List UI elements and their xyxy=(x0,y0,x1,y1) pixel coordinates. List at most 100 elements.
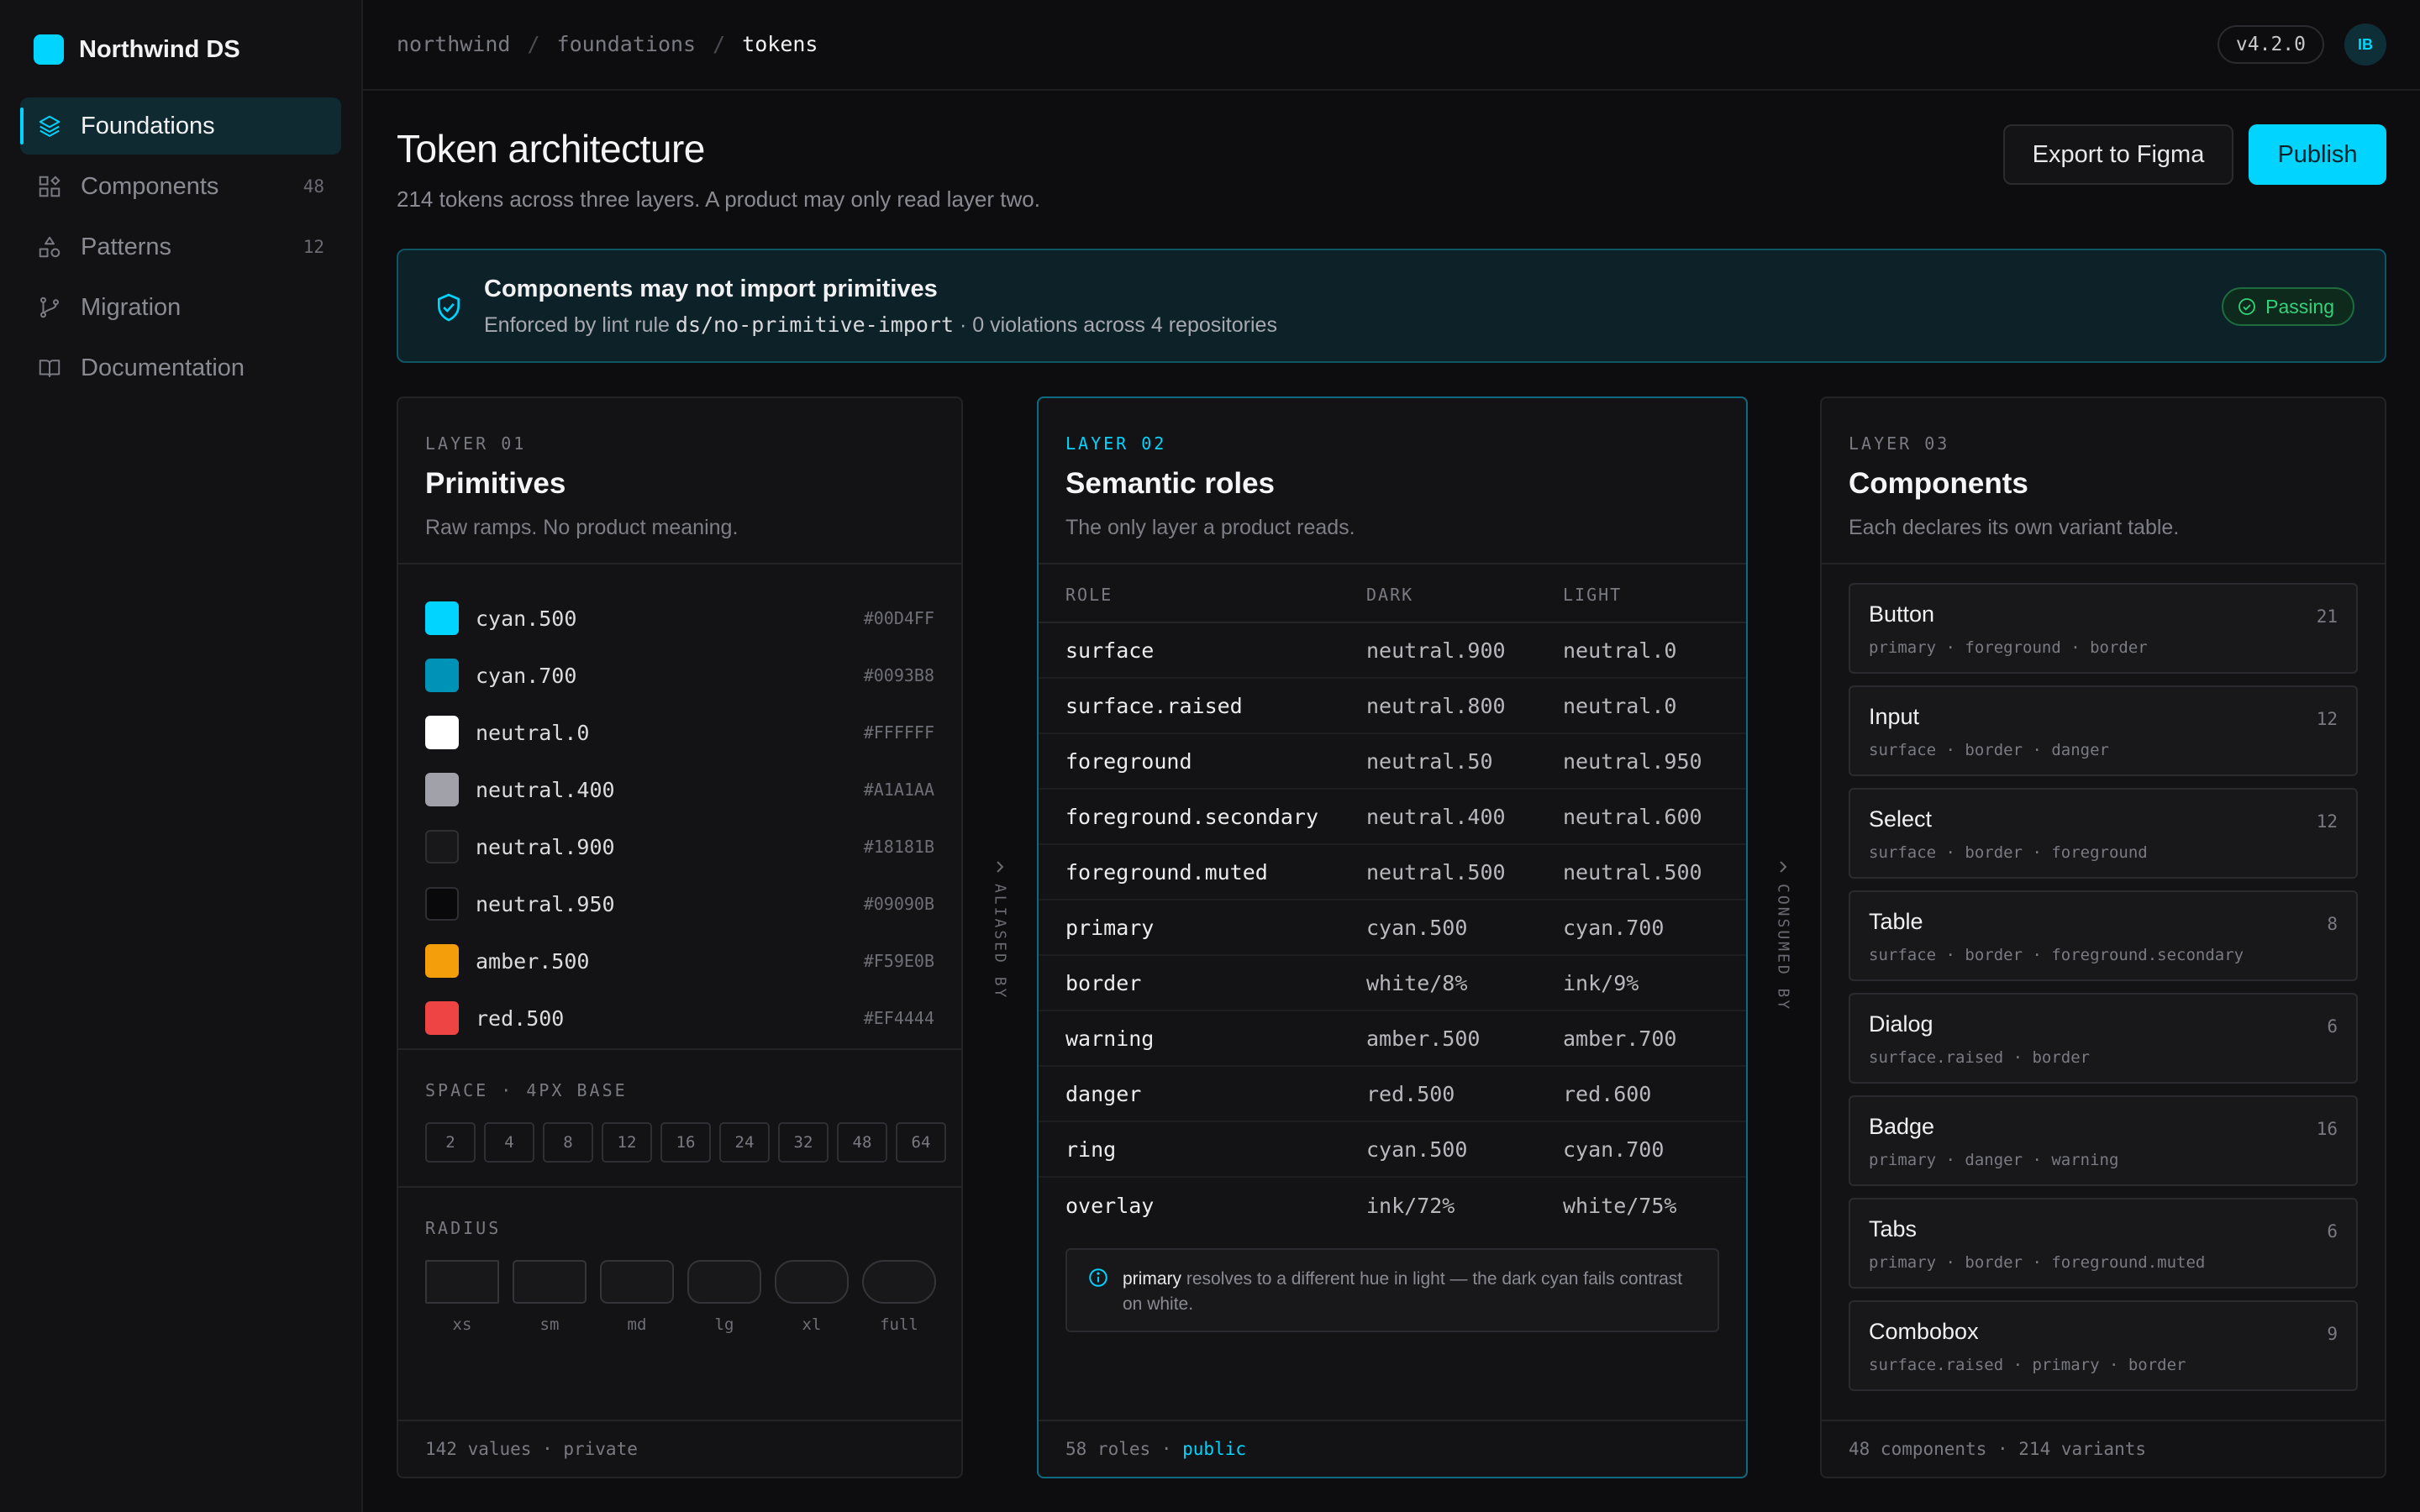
component-card-table[interactable]: Table 8 surface · border · foreground.seco… xyxy=(1849,890,2358,981)
table-row[interactable]: foreground neutral.50 neutral.950 xyxy=(1039,734,1746,790)
component-card-input[interactable]: Input 12 surface · border · danger xyxy=(1849,685,2358,776)
light-cell: neutral.0 xyxy=(1563,693,1677,718)
sidebar-item-migration[interactable]: Migration xyxy=(20,279,341,336)
radius-preview xyxy=(687,1260,761,1304)
radius-section-label: RADIUS xyxy=(425,1218,502,1238)
component-card-select[interactable]: Select 12 surface · border · foreground xyxy=(1849,788,2358,879)
space-chip[interactable]: 64 xyxy=(896,1122,946,1163)
component-card-combobox[interactable]: Combobox 9 surface.raised · primary · bord… xyxy=(1849,1300,2358,1391)
dark-cell: neutral.50 xyxy=(1366,748,1493,774)
token-name: neutral.0 xyxy=(476,720,590,745)
component-tokens: primary · foreground · border xyxy=(1869,638,2148,657)
layer-tag: LAYER 02 xyxy=(1065,433,1167,454)
version-badge[interactable]: v4.2.0 xyxy=(2217,25,2324,64)
role-cell: surface xyxy=(1065,638,1155,663)
publish-button[interactable]: Publish xyxy=(2249,124,2386,185)
status-badge-label: Passing xyxy=(2265,295,2334,318)
component-card-tabs[interactable]: Tabs 6 primary · border · foreground.muted xyxy=(1849,1198,2358,1289)
sidebar-item-components[interactable]: Components 48 xyxy=(20,158,341,215)
variant-count: 16 xyxy=(2316,1119,2338,1139)
avatar[interactable]: IB xyxy=(2344,24,2386,66)
breadcrumb-item[interactable]: foundations xyxy=(556,31,697,56)
note-body: resolves to a different hue in light — t… xyxy=(1123,1269,1683,1314)
list-item[interactable]: neutral.400 #A1A1AA xyxy=(425,761,934,818)
list-item[interactable]: amber.500 #F59E0B xyxy=(425,932,934,990)
space-chip[interactable]: 16 xyxy=(660,1122,711,1163)
layers-icon xyxy=(37,113,62,139)
radius-label: lg xyxy=(714,1315,734,1334)
column-header: LIGHT xyxy=(1563,585,1623,605)
role-cell: ring xyxy=(1065,1137,1117,1162)
token-name: amber.500 xyxy=(476,948,590,974)
radius-sample[interactable]: full xyxy=(862,1260,936,1334)
list-item[interactable]: red.500 #EF4444 xyxy=(425,990,934,1047)
component-name: Table xyxy=(1869,909,1923,934)
radius-sample[interactable]: xl xyxy=(775,1260,849,1334)
list-item[interactable]: neutral.900 #18181B xyxy=(425,818,934,875)
light-cell: neutral.0 xyxy=(1563,638,1677,663)
space-chip[interactable]: 32 xyxy=(778,1122,829,1163)
list-item[interactable]: cyan.700 #0093B8 xyxy=(425,647,934,704)
table-row[interactable]: foreground.secondary neutral.400 neutral.6… xyxy=(1039,790,1746,845)
component-tokens: surface.raised · primary · border xyxy=(1869,1356,2186,1374)
table-row[interactable]: ring cyan.500 cyan.700 xyxy=(1039,1122,1746,1178)
sidebar-item-foundations[interactable]: Foundations xyxy=(20,97,341,155)
export-to-figma-button[interactable]: Export to Figma xyxy=(2003,124,2233,185)
panel-title: Primitives xyxy=(425,467,566,500)
breadcrumb-item[interactable]: northwind xyxy=(397,31,511,56)
table-row[interactable]: primary cyan.500 cyan.700 xyxy=(1039,900,1746,956)
component-name: Combobox xyxy=(1869,1319,1979,1344)
sidebar-item-documentation[interactable]: Documentation xyxy=(20,339,341,396)
brand[interactable]: Northwind DS xyxy=(34,34,240,66)
component-card-button[interactable]: Button 21 primary · foreground · border xyxy=(1849,583,2358,674)
column-header: DARK xyxy=(1366,585,1414,605)
radius-sample[interactable]: xs xyxy=(425,1260,499,1334)
component-tokens: surface · border · foreground.secondary xyxy=(1869,946,2244,964)
space-chip[interactable]: 12 xyxy=(602,1122,652,1163)
radius-sample[interactable]: sm xyxy=(513,1260,587,1334)
lint-rule-banner: Components may not import primitives Enf… xyxy=(397,249,2386,363)
list-item[interactable]: neutral.950 #09090B xyxy=(425,875,934,932)
token-hex: #0093B8 xyxy=(863,665,934,685)
component-name: Dialog xyxy=(1869,1011,1933,1037)
table-row[interactable]: foreground.muted neutral.500 neutral.500 xyxy=(1039,845,1746,900)
panel-footer: 48 components · 214 variants xyxy=(1822,1420,2385,1477)
table-row[interactable]: overlay ink/72% white/75% xyxy=(1039,1178,1746,1233)
divider xyxy=(1822,563,2385,564)
component-tokens: surface · border · foreground xyxy=(1869,843,2148,862)
table-row[interactable]: surface.raised neutral.800 neutral.0 xyxy=(1039,679,1746,734)
light-cell: amber.700 xyxy=(1563,1026,1677,1051)
semantic-roles-panel: LAYER 02 Semantic roles The only layer a… xyxy=(1037,396,1748,1478)
token-name: cyan.500 xyxy=(476,606,577,631)
component-card-badge[interactable]: Badge 16 primary · danger · warning xyxy=(1849,1095,2358,1186)
sidebar: Northwind DS Foundations Components 48 P… xyxy=(0,0,363,1512)
table-row[interactable]: surface neutral.900 neutral.0 xyxy=(1039,623,1746,679)
component-name: Badge xyxy=(1869,1114,1935,1139)
list-item[interactable]: neutral.0 #FFFFFF xyxy=(425,704,934,761)
token-hex: #F59E0B xyxy=(863,951,934,971)
note-text: primary resolves to a different hue in l… xyxy=(1123,1267,1701,1317)
swatch-list: cyan.500 #00D4FF cyan.700 #0093B8 neutral.… xyxy=(425,590,934,1047)
space-chip[interactable]: 2 xyxy=(425,1122,476,1163)
space-chip[interactable]: 8 xyxy=(543,1122,593,1163)
component-name: Input xyxy=(1869,704,1920,729)
table-row[interactable]: warning amber.500 amber.700 xyxy=(1039,1011,1746,1067)
space-chip[interactable]: 48 xyxy=(837,1122,887,1163)
sidebar-item-patterns[interactable]: Patterns 12 xyxy=(20,218,341,276)
component-card-dialog[interactable]: Dialog 6 surface.raised · border xyxy=(1849,993,2358,1084)
dark-cell: neutral.400 xyxy=(1366,804,1506,829)
banner-title: Components may not import primitives xyxy=(484,276,938,302)
role-cell: primary xyxy=(1065,915,1155,940)
table-row[interactable]: border white/8% ink/9% xyxy=(1039,956,1746,1011)
sidebar-item-count: 48 xyxy=(302,176,324,197)
radius-sample[interactable]: lg xyxy=(687,1260,761,1334)
space-chip[interactable]: 24 xyxy=(719,1122,770,1163)
list-item[interactable]: cyan.500 #00D4FF xyxy=(425,590,934,647)
table-row[interactable]: danger red.500 red.600 xyxy=(1039,1067,1746,1122)
radius-sample[interactable]: md xyxy=(600,1260,674,1334)
note-term: primary xyxy=(1123,1269,1182,1289)
dark-cell: amber.500 xyxy=(1366,1026,1481,1051)
variant-count: 6 xyxy=(2327,1016,2338,1037)
role-cell: foreground.muted xyxy=(1065,859,1268,885)
space-chip[interactable]: 4 xyxy=(484,1122,534,1163)
